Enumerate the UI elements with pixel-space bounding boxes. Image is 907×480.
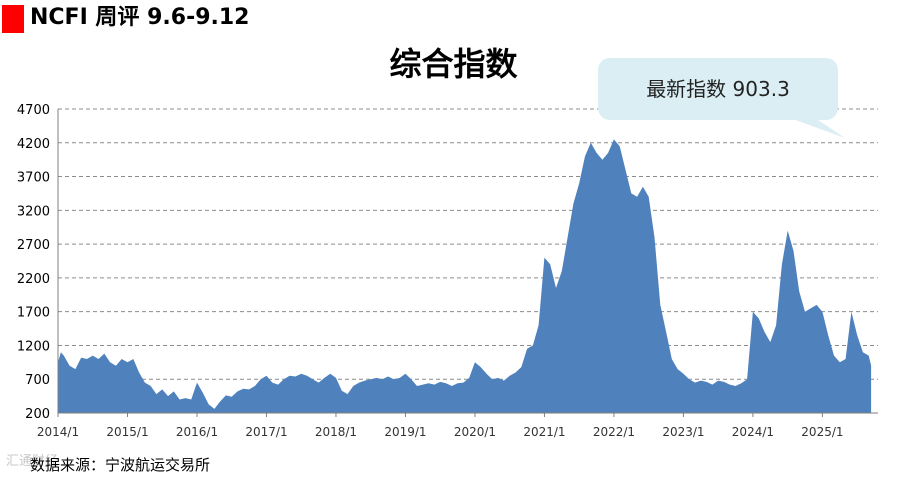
series-area: [58, 139, 872, 413]
grid-lines: [58, 108, 878, 380]
header-accent-bar: [2, 5, 24, 33]
x-tick-label: 2015/1: [106, 425, 148, 439]
x-tick-label: 2023/1: [662, 425, 704, 439]
y-tick-label: 700: [25, 373, 50, 388]
x-tick-label: 2020/1: [454, 425, 496, 439]
watermark-text: 汇通财经: [6, 454, 59, 469]
y-tick-label: 3200: [17, 204, 50, 219]
latest-index-text: 最新指数 903.3: [646, 77, 790, 101]
y-tick-label: 1700: [17, 306, 50, 321]
y-tick-labels: 200 700 1200 1700 2200 2700 3200 3700 4200 4700: [17, 103, 50, 422]
y-tick-label: 4700: [17, 103, 50, 118]
axes: [57, 109, 878, 414]
x-tick-label: 2014/1: [37, 425, 79, 439]
latest-index-callout: 最新指数 903.3: [598, 58, 838, 120]
chart-title: 综合指数: [389, 45, 518, 83]
y-tick-label: 1200: [17, 339, 50, 354]
header-title: NCFI 周评 9.6-9.12: [30, 5, 250, 30]
y-tick-label: 2700: [17, 238, 50, 253]
source-note: 数据来源：宁波航运交易所: [30, 456, 211, 474]
x-tick-label: 2025/1: [801, 425, 843, 439]
x-tick-label: 2017/1: [245, 425, 287, 439]
x-tick-label: 2018/1: [315, 425, 357, 439]
x-tick-label: 2019/1: [384, 425, 426, 439]
x-tick-label: 2016/1: [176, 425, 218, 439]
y-tick-label: 2200: [17, 272, 50, 287]
x-tick-label: 2022/1: [593, 425, 635, 439]
x-tick-label: 2021/1: [523, 425, 565, 439]
x-tick-label: 2024/1: [732, 425, 774, 439]
composite-index-area: [58, 139, 872, 413]
y-tick-label: 200: [25, 407, 50, 422]
y-tick-label: 3700: [17, 171, 50, 186]
y-tick-label: 4200: [17, 137, 50, 152]
x-tick-labels: 2014/1 2015/1 2016/1 2017/1 2018/1 2019/1 2020…: [37, 413, 844, 439]
